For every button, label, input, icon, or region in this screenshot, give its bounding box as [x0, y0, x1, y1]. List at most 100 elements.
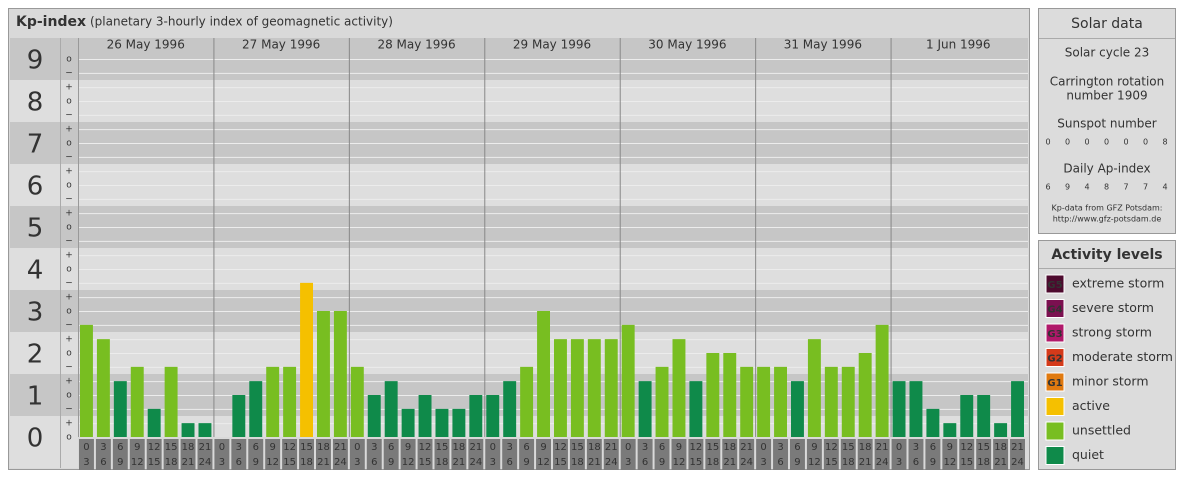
hour-box [163, 439, 179, 470]
hour-label: 0 [219, 442, 225, 453]
hour-box [332, 439, 348, 470]
bar [249, 381, 263, 437]
hour-box [569, 439, 585, 470]
bar [333, 311, 347, 437]
solar-panel [1038, 8, 1176, 234]
hour-label: 21 [605, 442, 618, 453]
level-swatch [1045, 299, 1065, 318]
minor-tick-label: o [66, 223, 72, 233]
hour-label: 9 [676, 442, 682, 453]
hour-label: 12 [537, 457, 550, 468]
bar [655, 366, 669, 437]
y-tick-label: 1 [27, 382, 44, 412]
hour-box [790, 439, 805, 470]
hour-label: 12 [148, 442, 161, 453]
bar [689, 381, 703, 437]
hour-box [959, 439, 975, 470]
hour-box [468, 439, 484, 470]
carrington: Carrington rotation [1050, 75, 1164, 89]
bar [317, 311, 330, 437]
hour-label: 9 [388, 457, 394, 468]
y-tick-label: 5 [27, 214, 44, 244]
hour-box [197, 439, 213, 470]
minor-tick-label: o [66, 181, 72, 191]
hour-label: 24 [199, 457, 212, 468]
hour-label: 9 [811, 442, 817, 453]
bar [926, 408, 940, 437]
minor-tick-label: + [65, 377, 73, 387]
bar [960, 395, 974, 437]
hour-label: 15 [300, 442, 313, 453]
hour-box [316, 439, 331, 470]
level-code: G2 [1047, 354, 1062, 365]
bar [418, 395, 432, 437]
hour-label: 21 [199, 442, 212, 453]
sunspot-label: Sunspot number [1057, 117, 1156, 131]
day-label: 28 May 1996 [377, 38, 455, 52]
hour-label: 6 [253, 442, 259, 453]
source: Kp-data from GFZ Potsdam: [1052, 204, 1163, 213]
day-label: 26 May 1996 [107, 38, 185, 52]
level-code: G4 [1047, 305, 1062, 316]
hour-box [248, 439, 264, 470]
bar [994, 423, 1008, 437]
bar [452, 408, 466, 437]
y-tick-label: 0 [27, 424, 44, 454]
hour-label: 3 [219, 457, 225, 468]
hour-label: 24 [469, 457, 482, 468]
bar [977, 395, 991, 437]
minor-tick-label: + [65, 125, 73, 135]
y-tick-label: 7 [27, 130, 44, 160]
level-swatch [1045, 274, 1065, 294]
hour-label: 21 [334, 442, 347, 453]
hour-label: 12 [943, 457, 956, 468]
bar [283, 366, 297, 437]
bar [587, 339, 601, 437]
level-label: minor storm [1072, 374, 1149, 389]
hour-label: 12 [419, 442, 432, 453]
hour-label: 3 [83, 457, 89, 468]
hour-box [654, 439, 670, 470]
hour-label: 6 [642, 457, 648, 468]
bar [198, 423, 212, 437]
chart-subtitle: (planetary 3-hourly index of geomagnetic… [90, 15, 393, 29]
bar [943, 423, 957, 437]
level-swatch [1045, 446, 1065, 465]
bar [791, 381, 804, 437]
hour-label: 9 [117, 457, 123, 468]
band [10, 416, 1028, 437]
sunspot-value: 8 [1162, 138, 1167, 147]
hour-box [265, 439, 281, 470]
hour-box [1010, 439, 1025, 470]
hour-label: 18 [317, 442, 330, 453]
level-label: quiet [1072, 447, 1104, 462]
hour-box [756, 439, 772, 470]
hour-label: 3 [760, 457, 766, 468]
bar [96, 339, 110, 437]
hour-label: 9 [405, 442, 411, 453]
bar [384, 381, 398, 437]
hour-box [129, 439, 145, 470]
level-label: strong storm [1072, 325, 1152, 340]
hour-label: 3 [896, 457, 902, 468]
hour-label: 15 [148, 457, 161, 468]
hour-label: 3 [506, 442, 512, 453]
hour-label: 0 [354, 442, 360, 453]
hour-box [180, 439, 196, 470]
hour-label: 18 [977, 457, 990, 468]
hour-box [705, 439, 721, 470]
minor-tick-label: + [65, 83, 73, 93]
hour-label: 6 [117, 442, 123, 453]
bar [350, 366, 364, 437]
minor-tick-label: + [65, 419, 73, 429]
bar [266, 366, 280, 437]
minor-tick-label: + [65, 293, 73, 303]
hour-label: 6 [523, 442, 529, 453]
bar [875, 324, 889, 437]
hour-label: 18 [842, 457, 855, 468]
bar [774, 366, 787, 437]
hour-label: 0 [490, 442, 496, 453]
hour-label: 18 [453, 442, 466, 453]
